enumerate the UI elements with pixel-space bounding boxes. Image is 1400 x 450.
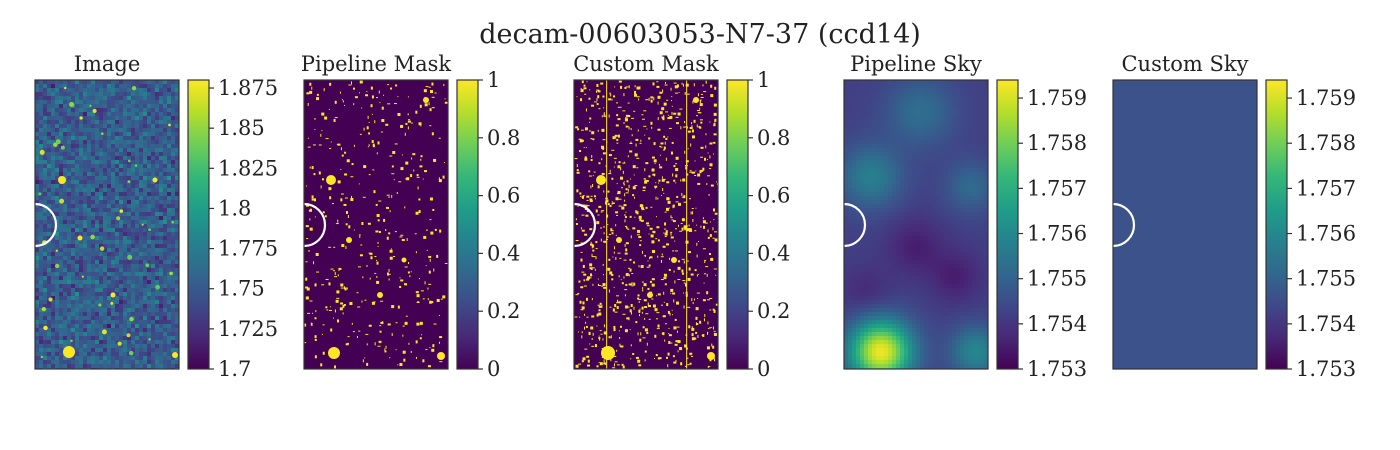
- colorbar-tick-label: 1.753: [1296, 357, 1356, 381]
- panel-frame: [1112, 79, 1258, 370]
- colorbar-tick-label: 1.825: [218, 156, 278, 180]
- panels: Image 1.7 1.725 1.75 1.775 1.8 1.825 1.85 1.875 P…: [34, 52, 1356, 381]
- colorbar-tick-label: 0.8: [757, 126, 790, 150]
- panel-pipeline-mask: Pipeline Mask 0 0.2 0.4 0.6 0.8 1: [301, 52, 521, 381]
- colorbar-tick-label: 1.875: [218, 76, 278, 100]
- colorbar-tick-label: 1.757: [1296, 176, 1356, 200]
- panel-custom-mask: Custom Mask 0 0.2 0.4 0.6 0.8 1: [573, 52, 790, 381]
- panel-image: Image 1.7 1.725 1.75 1.775 1.8 1.825 1.85 1.875: [34, 52, 278, 381]
- colorbar-custom-mask: 0 0.2 0.4 0.6 0.8 1: [726, 68, 790, 381]
- colorbar-tick-label: 0.2: [487, 299, 520, 323]
- colorbar-tick-label: 1.775: [218, 237, 278, 261]
- panel-frame: [303, 79, 449, 370]
- colorbar-gradient: [187, 79, 210, 370]
- colorbar-gradient: [456, 79, 479, 370]
- colorbar-gradient: [1265, 79, 1288, 370]
- colorbar-tick-label: 0: [487, 357, 500, 381]
- colorbar-gradient: [726, 79, 749, 370]
- panel-frame: [573, 79, 719, 370]
- colorbar-tick-label: 0.6: [757, 184, 790, 208]
- panel-title: Pipeline Sky: [850, 52, 982, 76]
- colorbar-tick-label: 1.754: [1296, 312, 1356, 336]
- heatmap-custom-sky: [1113, 80, 1257, 369]
- region-arc: [304, 202, 327, 248]
- colorbar-image: 1.7 1.725 1.75 1.775 1.8 1.825 1.85 1.875: [187, 76, 278, 381]
- figure-title: decam-00603053-N7-37 (ccd14): [479, 19, 921, 50]
- colorbar-tick-label: 0.4: [757, 241, 790, 265]
- colorbar-tick-label: 1.755: [1296, 267, 1356, 291]
- colorbar-custom-sky: 1.753 1.754 1.755 1.756 1.757 1.758 1.759: [1265, 79, 1356, 381]
- panel-title: Custom Mask: [573, 52, 719, 76]
- panel-title: Image: [74, 52, 141, 76]
- colorbar-tick-label: 1.8: [218, 196, 251, 220]
- colorbar-tick-label: 1.759: [1027, 86, 1087, 110]
- region-arc: [844, 202, 867, 248]
- heatmap-pipeline-sky: [844, 80, 988, 369]
- colorbar-pipeline-mask: 0 0.2 0.4 0.6 0.8 1: [456, 68, 520, 381]
- heatmap-image: [35, 80, 179, 369]
- colorbar-tick-label: 0.8: [487, 126, 520, 150]
- panel-custom-sky: Custom Sky 1.753 1.754 1.755 1.756 1.757 1.758…: [1112, 52, 1356, 381]
- panel-title: Pipeline Mask: [301, 52, 452, 76]
- colorbar-tick-label: 1.85: [218, 116, 265, 140]
- panel-title: Custom Sky: [1121, 52, 1248, 76]
- colorbar-tick-label: 0.6: [487, 184, 520, 208]
- colorbar-tick-label: 1: [487, 68, 500, 92]
- colorbar-tick-label: 0: [757, 357, 770, 381]
- heatmap-custom-mask: [574, 80, 718, 369]
- colorbar-tick-label: 1.725: [218, 317, 278, 341]
- colorbar-tick-label: 1.7: [218, 357, 251, 381]
- colorbar-tick-label: 1.755: [1027, 267, 1087, 291]
- colorbar-tick-label: 1.75: [218, 277, 265, 301]
- panel-frame: [34, 79, 180, 370]
- colorbar-tick-label: 1.759: [1296, 86, 1356, 110]
- colorbar-tick-label: 1.758: [1027, 131, 1087, 155]
- colorbar-tick-label: 1.753: [1027, 357, 1087, 381]
- colorbar-tick-label: 0.2: [757, 299, 790, 323]
- region-arc: [1113, 202, 1136, 248]
- colorbar-tick-label: 1.756: [1296, 222, 1356, 246]
- region-arc: [35, 202, 58, 248]
- colorbar-tick-label: 1.757: [1027, 176, 1087, 200]
- colorbar-pipeline-sky: 1.753 1.754 1.755 1.756 1.757 1.758 1.759: [996, 79, 1087, 381]
- heatmap-pipeline-mask: [304, 80, 448, 369]
- colorbar-gradient: [996, 79, 1019, 370]
- colorbar-tick-label: 1.758: [1296, 131, 1356, 155]
- panel-pipeline-sky: Pipeline Sky1.7531.7541.7551.7561.7571.7…: [843, 52, 1087, 381]
- colorbar-tick-label: 1: [757, 68, 770, 92]
- colorbar-tick-label: 0.4: [487, 241, 520, 265]
- panel-frame: [843, 79, 989, 370]
- colorbar-tick-label: 1.754: [1027, 312, 1087, 336]
- colorbar-tick-label: 1.756: [1027, 222, 1087, 246]
- region-arc: [574, 202, 597, 248]
